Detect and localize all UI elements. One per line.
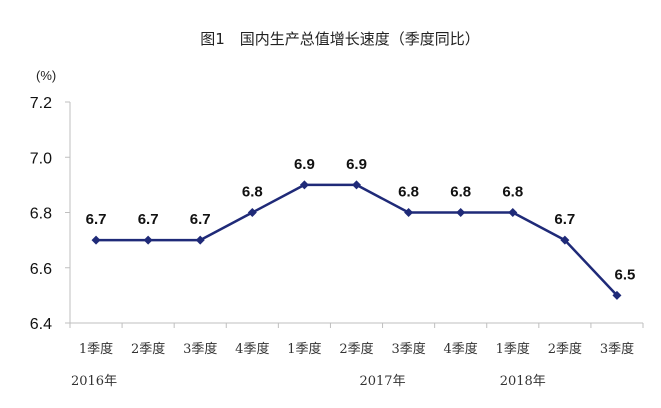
year-group-label: 2018年 — [500, 374, 546, 389]
data-point-marker — [299, 180, 309, 190]
y-tick-label: 7.2 — [30, 95, 52, 112]
x-tick-label: 2季度 — [339, 341, 373, 357]
x-tick-label: 3季度 — [391, 341, 425, 357]
x-tick-label: 1季度 — [496, 341, 530, 357]
y-tick-label: 6.4 — [30, 316, 52, 333]
labels-layer: 6.7 6.7 6.7 6.8 6.9 6.9 6.8 6.8 6.8 6.7 6.5 — [86, 156, 636, 284]
x-tick-label: 4季度 — [444, 341, 478, 357]
data-point-marker — [560, 235, 570, 245]
chart-title: 图1 国内生产总值增长速度（季度同比） — [200, 30, 480, 48]
data-label: 6.8 — [242, 184, 263, 201]
year-group-label: 2017年 — [359, 374, 405, 389]
data-point-marker — [612, 290, 622, 300]
data-point-marker — [247, 208, 257, 217]
x-tick-label: 1季度 — [287, 341, 321, 357]
x-tick-label: 1季度 — [79, 341, 113, 357]
data-point-marker — [91, 235, 101, 245]
data-point-marker — [352, 180, 361, 190]
y-tick-label: 6.8 — [30, 206, 52, 223]
data-label: 6.8 — [502, 184, 523, 201]
data-point-marker — [456, 208, 466, 217]
data-label: 6.8 — [398, 184, 419, 201]
series-layer — [91, 180, 622, 300]
data-label: 6.7 — [86, 211, 107, 228]
data-point-marker — [508, 208, 518, 217]
series-line — [96, 183, 618, 297]
data-label: 6.7 — [554, 211, 575, 228]
y-tick-label: 7.0 — [30, 150, 52, 167]
x-tick-label: 3季度 — [183, 341, 217, 357]
data-label: 6.5 — [615, 266, 636, 283]
data-label: 6.7 — [138, 211, 159, 228]
x-tick-label: 2季度 — [548, 341, 582, 357]
x-tick-label: 2季度 — [131, 341, 165, 357]
data-label: 6.8 — [450, 184, 471, 201]
data-point-marker — [195, 235, 205, 245]
data-point-marker — [143, 235, 153, 245]
data-point-marker — [404, 208, 414, 217]
x-tick-label: 4季度 — [235, 341, 269, 357]
data-label: 6.9 — [346, 156, 367, 173]
x-tick-label: 3季度 — [600, 341, 634, 357]
data-label: 6.9 — [294, 156, 315, 173]
y-tick-label: 6.6 — [30, 261, 52, 278]
y-unit-label: (%) — [36, 68, 56, 83]
data-label: 6.7 — [190, 211, 211, 228]
year-group-label: 2016年 — [71, 374, 117, 389]
axes: 6.4 6.6 6.8 7.0 7.2 1季度 2季度 3季度 4季度 1季度 2季度 3季度 4季度 1… — [30, 95, 644, 389]
